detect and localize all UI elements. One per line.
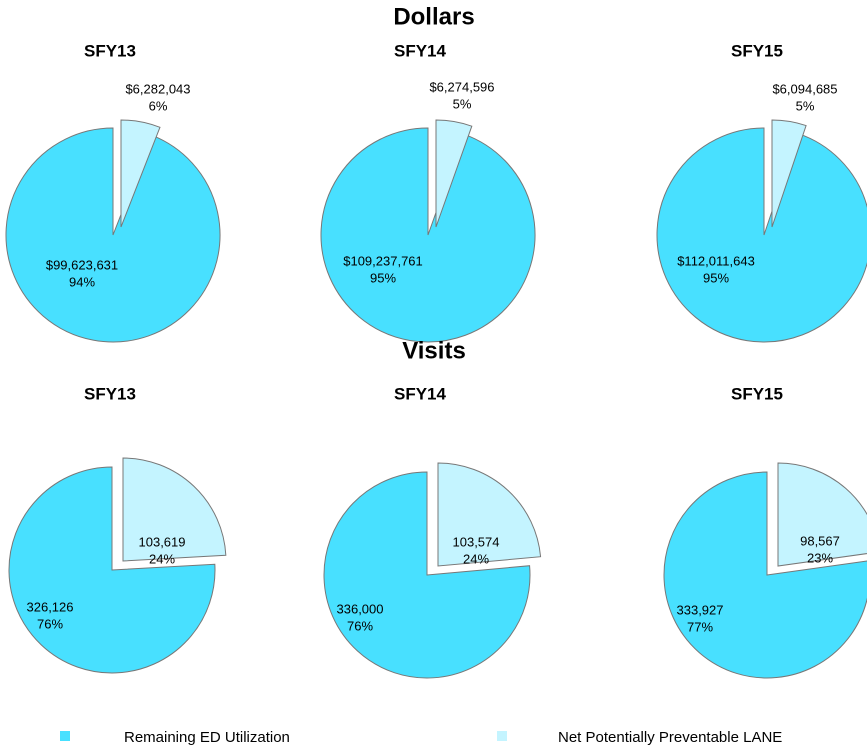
pie-title: SFY13	[84, 384, 136, 403]
percent-label: 95%	[703, 270, 729, 285]
percent-label: 95%	[370, 270, 396, 285]
pie-title: SFY15	[731, 384, 783, 403]
percent-label: 6%	[149, 98, 168, 113]
value-label: 103,574	[453, 534, 500, 549]
percent-label: 94%	[69, 274, 95, 289]
value-label: 326,126	[27, 599, 74, 614]
pie-title: SFY13	[84, 41, 136, 60]
percent-label: 24%	[149, 551, 175, 566]
percent-label: 76%	[347, 618, 373, 633]
value-label: 336,000	[337, 601, 384, 616]
percent-label: 76%	[37, 616, 63, 631]
pie-slice	[8, 466, 216, 674]
value-label: $99,623,631	[46, 257, 118, 272]
percent-label: 5%	[796, 98, 815, 113]
legend-swatch	[497, 731, 507, 741]
value-label: $6,282,043	[125, 81, 190, 96]
percent-label: 77%	[687, 619, 713, 634]
pie-slice	[320, 127, 536, 343]
pie-title: SFY14	[394, 41, 447, 60]
value-label: $6,274,596	[429, 79, 494, 94]
percent-label: 23%	[807, 550, 833, 565]
pie-slice	[323, 471, 531, 679]
percent-label: 24%	[463, 551, 489, 566]
legend-swatch	[60, 731, 70, 741]
percent-label: 5%	[453, 96, 472, 111]
pie-slice	[771, 119, 807, 228]
pie-slice	[777, 462, 867, 567]
group-title: Visits	[402, 337, 466, 364]
value-label: $112,011,643	[677, 253, 755, 268]
pie-slice	[663, 471, 867, 679]
legend-label: Net Potentially Preventable LANE	[558, 729, 782, 746]
pie-slice	[437, 462, 542, 567]
value-label: 98,567	[800, 533, 840, 548]
pie-slice	[656, 127, 867, 343]
pie-slice	[435, 119, 473, 228]
legend-label: Remaining ED Utilization	[124, 729, 290, 746]
pie-slice	[120, 119, 161, 228]
value-label: $6,094,685	[772, 81, 837, 96]
pie-title: SFY15	[731, 41, 783, 60]
pie-slice	[122, 457, 227, 562]
value-label: 103,619	[139, 534, 186, 549]
pie-slice	[5, 127, 221, 343]
value-label: $109,237,761	[343, 253, 423, 268]
value-label: 333,927	[677, 602, 724, 617]
group-title: Dollars	[393, 3, 474, 30]
pie-title: SFY14	[394, 384, 447, 403]
